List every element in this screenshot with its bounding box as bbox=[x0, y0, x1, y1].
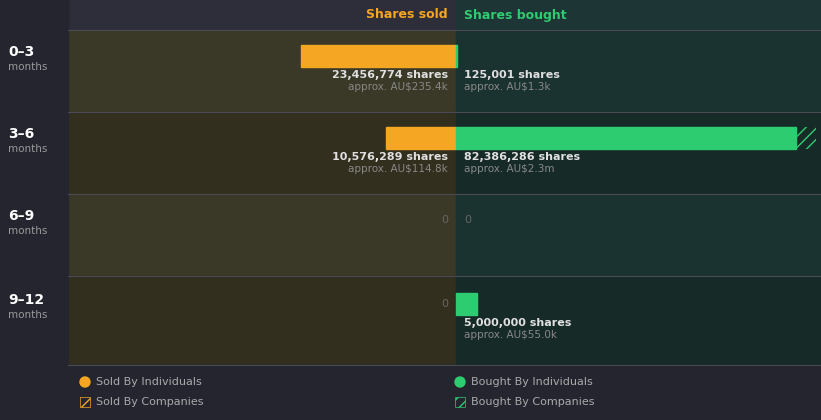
Bar bbox=[456, 112, 821, 194]
Bar bbox=[456, 294, 477, 315]
Text: approx. AU$55.0k: approx. AU$55.0k bbox=[464, 331, 557, 341]
Text: 0: 0 bbox=[441, 215, 448, 225]
Bar bbox=[456, 127, 796, 149]
Bar bbox=[68, 194, 456, 276]
Bar bbox=[456, 194, 821, 276]
Text: 82,386,286 shares: 82,386,286 shares bbox=[464, 152, 580, 162]
Bar bbox=[0, 365, 821, 420]
Bar bbox=[68, 30, 456, 112]
Bar bbox=[456, 276, 821, 365]
Text: approx. AU$235.4k: approx. AU$235.4k bbox=[348, 82, 448, 92]
Bar bbox=[68, 276, 456, 365]
Text: 3–6: 3–6 bbox=[8, 127, 34, 141]
Bar bbox=[386, 127, 456, 149]
Text: 0: 0 bbox=[441, 299, 448, 310]
Text: 0: 0 bbox=[464, 215, 471, 225]
Bar bbox=[456, 0, 821, 30]
Text: Sold By Individuals: Sold By Individuals bbox=[96, 377, 202, 387]
Circle shape bbox=[455, 377, 465, 387]
Text: months: months bbox=[8, 62, 48, 72]
Bar bbox=[68, 112, 456, 194]
Text: Bought By Companies: Bought By Companies bbox=[471, 397, 594, 407]
Text: approx. AU$1.3k: approx. AU$1.3k bbox=[464, 82, 551, 92]
Circle shape bbox=[80, 377, 90, 387]
Bar bbox=[0, 0, 68, 365]
Text: 6–9: 6–9 bbox=[8, 209, 34, 223]
Text: months: months bbox=[8, 144, 48, 154]
Bar bbox=[68, 0, 456, 30]
Text: 0–3: 0–3 bbox=[8, 45, 34, 59]
Text: Shares sold: Shares sold bbox=[366, 8, 448, 21]
Bar bbox=[796, 127, 816, 149]
Bar bbox=[455, 397, 465, 407]
Bar bbox=[0, 0, 68, 30]
Text: 10,576,289 shares: 10,576,289 shares bbox=[332, 152, 448, 162]
Text: 23,456,774 shares: 23,456,774 shares bbox=[332, 70, 448, 80]
Bar bbox=[456, 30, 821, 112]
Bar bbox=[301, 45, 456, 67]
Text: months: months bbox=[8, 310, 48, 320]
Text: 5,000,000 shares: 5,000,000 shares bbox=[464, 318, 571, 328]
Bar bbox=[80, 397, 90, 407]
Text: Bought By Individuals: Bought By Individuals bbox=[471, 377, 593, 387]
Text: months: months bbox=[8, 226, 48, 236]
Text: approx. AU$2.3m: approx. AU$2.3m bbox=[464, 164, 554, 174]
Text: 125,001 shares: 125,001 shares bbox=[464, 70, 560, 80]
Text: 9–12: 9–12 bbox=[8, 293, 44, 307]
Text: Shares bought: Shares bought bbox=[464, 8, 566, 21]
Text: Sold By Companies: Sold By Companies bbox=[96, 397, 204, 407]
Text: approx. AU$114.8k: approx. AU$114.8k bbox=[348, 164, 448, 174]
